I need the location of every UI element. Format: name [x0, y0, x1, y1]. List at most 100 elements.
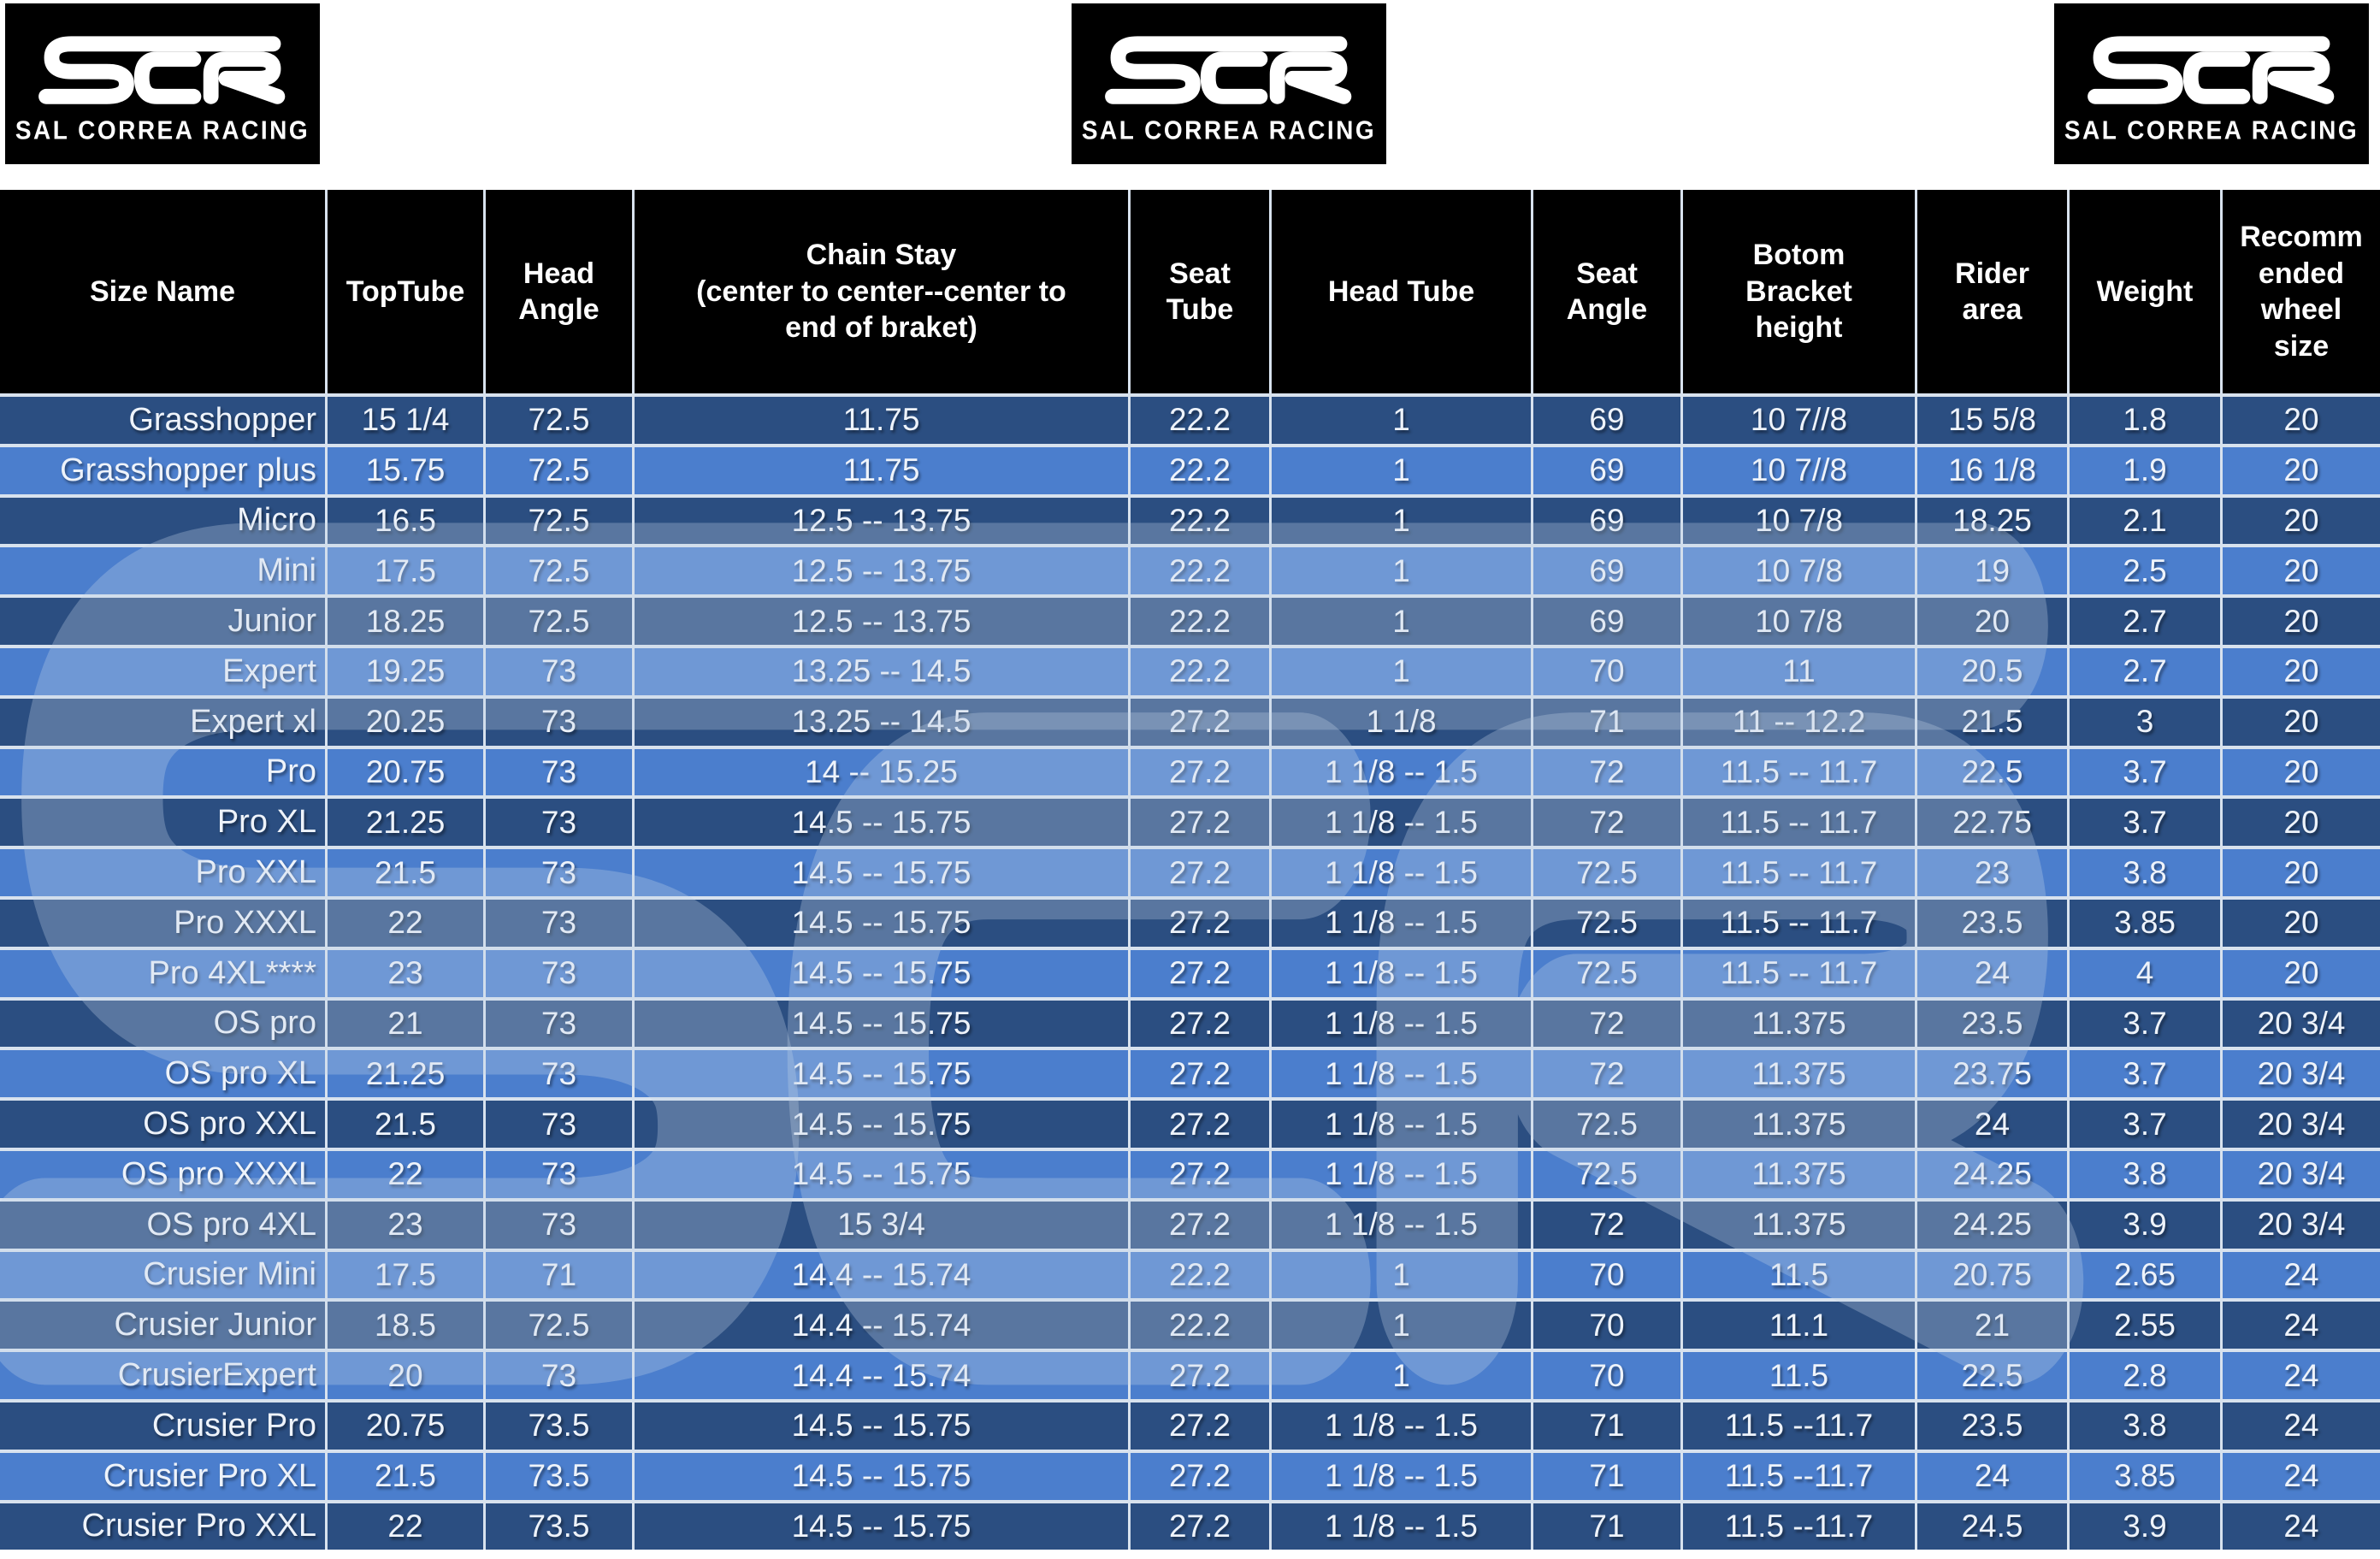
- value-cell: 23: [328, 949, 483, 997]
- value-cell: 1: [1272, 598, 1531, 645]
- value-cell: 24: [1917, 949, 2067, 997]
- size-name-cell: OS pro: [0, 1000, 325, 1048]
- value-cell: 24: [2223, 1402, 2380, 1450]
- value-cell: 2.8: [2070, 1352, 2220, 1399]
- value-cell: 3.7: [2070, 1101, 2220, 1148]
- value-cell: 11.1: [1683, 1302, 1915, 1349]
- value-cell: 72: [1533, 1000, 1680, 1048]
- value-cell: 10 7//8: [1683, 397, 1915, 444]
- value-cell: 70: [1533, 1352, 1680, 1399]
- value-cell: 73: [486, 748, 632, 796]
- size-name-cell: Crusier Mini: [0, 1251, 325, 1299]
- value-cell: 2.55: [2070, 1302, 2220, 1349]
- value-cell: 27.2: [1131, 899, 1269, 947]
- column-header: Weight: [2070, 190, 2220, 393]
- value-cell: 10 7/8: [1683, 598, 1915, 645]
- value-cell: 72: [1533, 1201, 1680, 1249]
- value-cell: 3.8: [2070, 1150, 2220, 1198]
- size-name-cell: OS pro 4XL: [0, 1201, 325, 1249]
- value-cell: 24: [1917, 1101, 2067, 1148]
- value-cell: 14.4 -- 15.74: [635, 1251, 1128, 1299]
- value-cell: 21.25: [328, 1050, 483, 1098]
- value-cell: 14 -- 15.25: [635, 748, 1128, 796]
- value-cell: 11.5: [1683, 1352, 1915, 1399]
- value-cell: 27.2: [1131, 1503, 1269, 1550]
- value-cell: 27.2: [1131, 698, 1269, 746]
- value-cell: 20.75: [1917, 1251, 2067, 1299]
- size-name-cell: Pro XXXL: [0, 899, 325, 947]
- size-chart-table: Size Name TopTube Head Angle Chain Stay (ce…: [0, 190, 2380, 1550]
- value-cell: 27.2: [1131, 799, 1269, 847]
- value-cell: 22.2: [1131, 647, 1269, 695]
- value-cell: 1 1/8: [1272, 698, 1531, 746]
- value-cell: 3.85: [2070, 1452, 2220, 1500]
- size-name-cell: OS pro XL: [0, 1050, 325, 1098]
- scr-logo-right: SAL CORREA RACING: [2054, 3, 2369, 164]
- value-cell: 14.5 -- 15.75: [635, 949, 1128, 997]
- size-name-cell: Grasshopper: [0, 397, 325, 444]
- value-cell: 20: [2223, 949, 2380, 997]
- value-cell: 73: [486, 1050, 632, 1098]
- value-cell: 71: [1533, 1503, 1680, 1550]
- value-cell: 72: [1533, 748, 1680, 796]
- value-cell: 20 3/4: [2223, 1150, 2380, 1198]
- value-cell: 22.5: [1917, 748, 2067, 796]
- value-cell: 27.2: [1131, 949, 1269, 997]
- size-name-cell: Pro XL: [0, 799, 325, 847]
- value-cell: 4: [2070, 949, 2220, 997]
- value-cell: 27.2: [1131, 1452, 1269, 1500]
- value-cell: 15 5/8: [1917, 397, 2067, 444]
- size-name-cell: OS pro XXL: [0, 1101, 325, 1148]
- value-cell: 69: [1533, 547, 1680, 595]
- value-cell: 22.2: [1131, 446, 1269, 494]
- value-cell: 10 7//8: [1683, 446, 1915, 494]
- value-cell: 1 1/8 -- 1.5: [1272, 1452, 1531, 1500]
- value-cell: 3.85: [2070, 899, 2220, 947]
- value-cell: 18.5: [328, 1302, 483, 1349]
- value-cell: 1 1/8 -- 1.5: [1272, 1000, 1531, 1048]
- size-name-cell: Micro: [0, 497, 325, 545]
- value-cell: 73: [486, 949, 632, 997]
- column-header: Size Name: [0, 190, 325, 393]
- value-cell: 14.5 -- 15.75: [635, 1452, 1128, 1500]
- size-name-cell: Crusier Pro XXL: [0, 1503, 325, 1550]
- value-cell: 11 -- 12.2: [1683, 698, 1915, 746]
- value-cell: 1: [1272, 446, 1531, 494]
- value-cell: 11.5 -- 11.7: [1683, 799, 1915, 847]
- value-cell: 14.5 -- 15.75: [635, 1101, 1128, 1148]
- value-cell: 14.5 -- 15.75: [635, 1000, 1128, 1048]
- value-cell: 15.75: [328, 446, 483, 494]
- value-cell: 13.25 -- 14.5: [635, 647, 1128, 695]
- value-cell: 73: [486, 1150, 632, 1198]
- value-cell: 72: [1533, 799, 1680, 847]
- value-cell: 2.5: [2070, 547, 2220, 595]
- value-cell: 27.2: [1131, 1050, 1269, 1098]
- scr-glyph-icon: [1105, 36, 1352, 104]
- value-cell: 11.5 -- 11.7: [1683, 748, 1915, 796]
- value-cell: 1: [1272, 647, 1531, 695]
- value-cell: 14.5 -- 15.75: [635, 1050, 1128, 1098]
- column-header: Rider area: [1917, 190, 2067, 393]
- value-cell: 27.2: [1131, 1101, 1269, 1148]
- value-cell: 17.5: [328, 1251, 483, 1299]
- value-cell: 11.375: [1683, 1201, 1915, 1249]
- value-cell: 15 1/4: [328, 397, 483, 444]
- value-cell: 20: [2223, 547, 2380, 595]
- column-header: Seat Tube: [1131, 190, 1269, 393]
- value-cell: 20: [2223, 849, 2380, 896]
- value-cell: 20: [2223, 598, 2380, 645]
- value-cell: 20 3/4: [2223, 1000, 2380, 1048]
- value-cell: 3.9: [2070, 1201, 2220, 1249]
- value-cell: 3.9: [2070, 1503, 2220, 1550]
- value-cell: 1 1/8 -- 1.5: [1272, 899, 1531, 947]
- value-cell: 1 1/8 -- 1.5: [1272, 799, 1531, 847]
- value-cell: 72.5: [486, 446, 632, 494]
- value-cell: 20.75: [328, 1402, 483, 1450]
- value-cell: 11.375: [1683, 1101, 1915, 1148]
- value-cell: 24: [2223, 1452, 2380, 1500]
- value-cell: 72.5: [486, 497, 632, 545]
- logo-caption: SAL CORREA RACING: [1081, 115, 1377, 145]
- value-cell: 73: [486, 1101, 632, 1148]
- value-cell: 70: [1533, 647, 1680, 695]
